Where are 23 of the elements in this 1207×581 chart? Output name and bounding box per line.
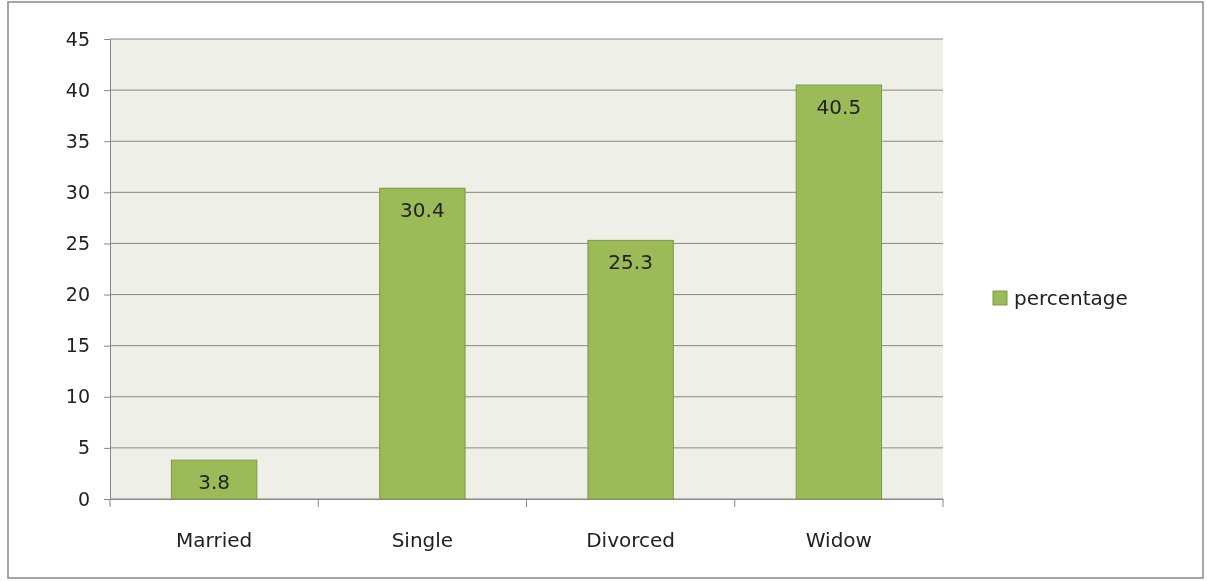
data-label: 3.8 — [198, 470, 231, 495]
y-tick-label: 25 — [65, 232, 90, 255]
x-tick-label: Married — [176, 528, 253, 553]
x-tick-label: Divorced — [586, 528, 676, 553]
y-tick-label: 5 — [77, 436, 90, 459]
legend-label: percentage — [1014, 286, 1128, 310]
data-label: 30.4 — [400, 198, 445, 223]
y-tick-label: 10 — [65, 385, 90, 408]
data-label: 40.5 — [816, 95, 862, 119]
bar — [170, 459, 258, 500]
y-tick-label: 15 — [65, 334, 90, 357]
y-tick-label: 35 — [65, 129, 90, 152]
y-tick-label: 0 — [77, 487, 90, 510]
x-tick-label: Widow — [805, 528, 872, 553]
y-tick-label: 30 — [65, 180, 90, 203]
x-tick-label: Single — [391, 528, 454, 553]
bar — [587, 239, 674, 500]
data-label: 25.3 — [608, 250, 653, 275]
bar — [379, 187, 466, 500]
bar — [795, 84, 883, 500]
y-tick-label: 45 — [65, 27, 90, 50]
y-tick-label: 40 — [65, 78, 90, 101]
y-tick-label: 20 — [65, 283, 90, 306]
